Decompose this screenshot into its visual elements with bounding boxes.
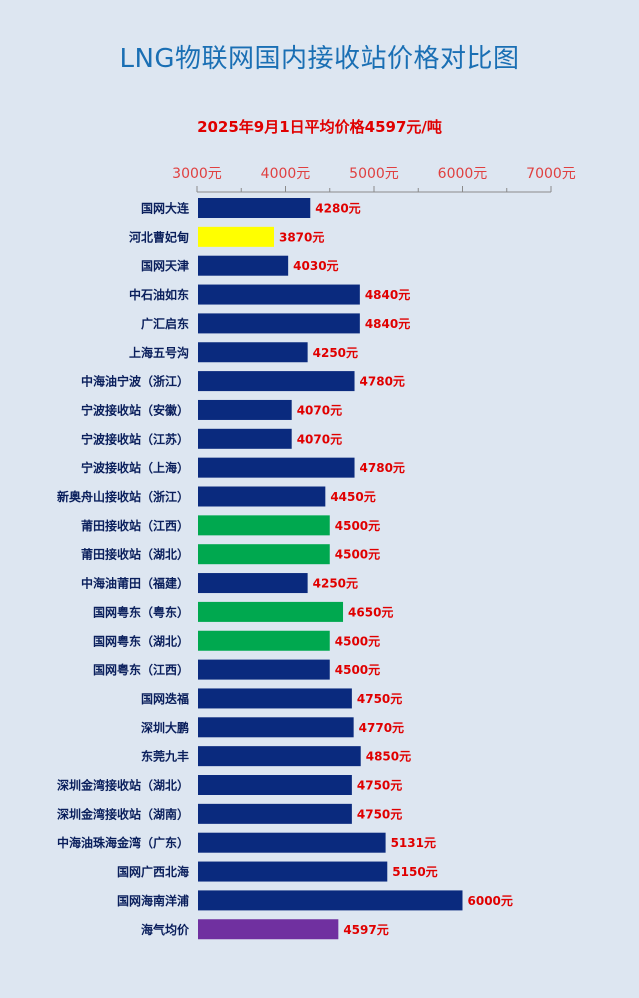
data-label: 4780元 (360, 375, 405, 389)
data-label: 4250元 (313, 346, 358, 360)
data-label: 4840元 (365, 288, 410, 302)
category-label: 中海油莆田（福建） (81, 576, 189, 591)
bar (198, 803, 352, 824)
bar (198, 342, 308, 363)
bar (198, 717, 354, 738)
bar (198, 861, 388, 882)
category-label: 中海油珠海金湾（广东） (57, 835, 189, 850)
data-label: 4500元 (335, 519, 380, 533)
data-label: 6000元 (468, 894, 513, 908)
category-label: 莆田接收站（江西） (81, 518, 189, 533)
bar (198, 457, 355, 478)
bar (198, 284, 360, 305)
x-tick-label: 4000元 (261, 166, 311, 182)
data-label: 4070元 (297, 432, 342, 446)
category-label: 国网天津 (141, 258, 189, 273)
category-label: 新奥舟山接收站（浙江） (57, 489, 189, 504)
category-label: 国网粤东（粤东） (93, 604, 189, 619)
category-label: 国网粤东（江西） (93, 662, 189, 677)
category-label: 深圳金湾接收站（湖南） (57, 806, 189, 821)
category-label: 宁波接收站（安徽） (81, 402, 189, 417)
data-label: 5131元 (391, 836, 436, 850)
category-label: 国网海南洋浦 (117, 893, 189, 908)
bar (198, 919, 339, 940)
bar (198, 313, 360, 334)
bar (198, 544, 330, 565)
data-label: 4500元 (335, 548, 380, 562)
data-label: 4850元 (366, 750, 411, 764)
data-label: 4750元 (357, 807, 402, 821)
data-label: 4280元 (315, 202, 360, 216)
bar (198, 890, 463, 911)
data-label: 4597元 (343, 923, 388, 937)
category-label: 海气均价 (141, 922, 190, 937)
x-tick-label: 5000元 (349, 166, 399, 182)
data-label: 5150元 (392, 865, 437, 879)
category-label: 广汇启东 (141, 316, 189, 331)
chart-title: LNG物联网国内接收站价格对比图 (119, 44, 520, 74)
data-label: 4770元 (359, 721, 404, 735)
bar (198, 371, 355, 392)
data-label: 4070元 (297, 403, 342, 417)
bar (198, 775, 352, 795)
category-label: 深圳大鹏 (141, 720, 189, 735)
x-tick-label: 6000元 (438, 166, 488, 182)
bar (198, 515, 330, 536)
category-label: 国网粤东（湖北） (93, 633, 189, 648)
category-label: 深圳金湾接收站（湖北） (57, 778, 189, 793)
data-label: 4840元 (365, 317, 410, 331)
bar (198, 601, 344, 622)
category-label: 中海油宁波（浙江） (81, 374, 189, 389)
data-label: 4650元 (348, 605, 393, 619)
category-label: 国网广西北海 (117, 864, 189, 879)
data-label: 3870元 (279, 230, 324, 244)
data-label: 4030元 (293, 259, 338, 273)
data-label: 4500元 (335, 663, 380, 677)
bar (198, 746, 361, 767)
category-label: 国网大连 (141, 201, 190, 216)
category-label: 莆田接收站（湖北） (81, 547, 189, 562)
data-label: 4750元 (357, 692, 402, 706)
data-label: 4780元 (360, 461, 405, 475)
bar (198, 226, 274, 247)
bar (198, 688, 352, 709)
bar (198, 255, 289, 276)
category-label: 中石油如东 (129, 287, 189, 302)
data-label: 4750元 (357, 779, 402, 793)
x-tick-label: 3000元 (172, 166, 222, 182)
bar (198, 573, 308, 594)
bar (198, 832, 386, 853)
data-label: 4250元 (313, 577, 358, 591)
category-label: 河北曹妃甸 (128, 229, 189, 244)
bar (198, 428, 292, 449)
bar (198, 399, 292, 420)
bar (198, 486, 326, 507)
category-label: 东莞九丰 (141, 749, 189, 764)
category-label: 宁波接收站（江苏） (81, 431, 189, 446)
category-label: 宁波接收站（上海） (81, 460, 189, 475)
data-label: 4450元 (330, 490, 375, 504)
bar (198, 198, 311, 218)
category-label: 上海五号沟 (129, 345, 189, 360)
x-tick-label: 7000元 (526, 166, 576, 182)
bar (198, 630, 330, 651)
data-label: 4500元 (335, 634, 380, 648)
bar (198, 659, 330, 680)
chart-subtitle: 2025年9月1日平均价格4597元/吨 (197, 118, 442, 136)
category-label: 国网迭福 (141, 691, 189, 706)
